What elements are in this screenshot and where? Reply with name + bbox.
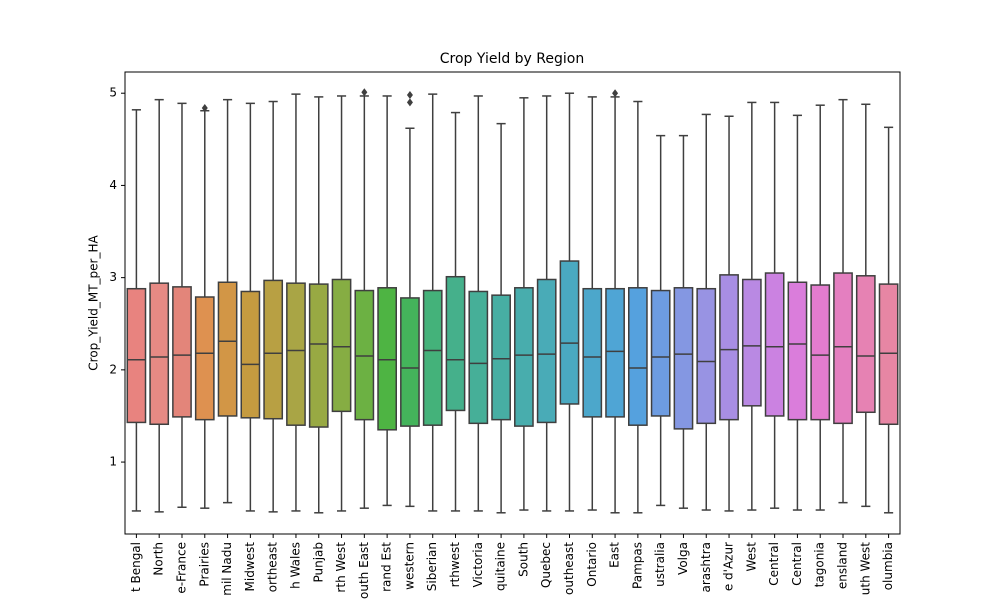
x-tick-label: Volga — [676, 542, 690, 575]
box — [126, 287, 147, 424]
x-tick-label: ensland — [836, 542, 850, 589]
x-tick-label: western — [402, 542, 416, 590]
box — [536, 278, 557, 424]
y-tick-label: 2 — [109, 362, 117, 376]
y-axis-label: Crop_Yield_MT_per_HA — [87, 235, 101, 371]
x-tick-label: rthwest — [448, 542, 462, 588]
outlier — [612, 89, 619, 98]
x-tick-label: Quebec — [539, 542, 553, 588]
x-tick-label: h Wales — [288, 542, 302, 589]
box — [217, 281, 238, 417]
box — [240, 290, 261, 419]
box — [422, 289, 443, 426]
x-tick-label: outh East — [357, 542, 371, 599]
x-tick-label: rth West — [334, 542, 348, 593]
chart-title: Crop Yield by Region — [440, 51, 584, 67]
box — [628, 287, 648, 426]
box — [650, 289, 671, 417]
y-tick-label: 4 — [109, 178, 117, 192]
x-tick-label: e-France — [174, 542, 188, 594]
box — [400, 297, 420, 427]
x-tick-label: ortheast — [266, 542, 280, 593]
x-tick-label: quitaine — [494, 542, 508, 591]
y-tick-label: 5 — [109, 86, 117, 100]
x-tick-label: Victoria — [471, 542, 485, 588]
box — [582, 287, 603, 418]
box — [855, 275, 876, 414]
box — [696, 287, 717, 425]
x-tick-label: East — [608, 542, 622, 568]
box — [468, 290, 489, 425]
box — [810, 284, 831, 421]
x-tick-label: t Bengal — [129, 542, 143, 592]
x-tick-label: West — [744, 542, 758, 572]
x-tick-label: Punjab — [311, 542, 325, 583]
box — [286, 282, 306, 426]
box — [172, 286, 192, 418]
box — [719, 274, 739, 421]
x-tick-label: ustralia — [653, 542, 667, 587]
box — [354, 289, 375, 421]
x-tick-label: Ontario — [585, 542, 599, 587]
x-tick-label: e d'Azur — [722, 542, 736, 591]
y-tick-label: 3 — [109, 270, 117, 284]
box — [491, 294, 511, 421]
box — [673, 287, 694, 430]
plot-frame — [124, 71, 901, 535]
box — [559, 260, 580, 405]
x-tick-label: mil Nadu — [220, 542, 234, 596]
outlier — [201, 103, 208, 112]
outlier — [406, 98, 413, 107]
x-tick-label: Central — [767, 542, 781, 586]
box — [308, 283, 329, 428]
outlier — [361, 88, 368, 97]
x-tick-label: Central — [790, 542, 804, 586]
box — [263, 279, 284, 420]
box — [149, 282, 170, 426]
box — [741, 278, 762, 407]
x-tick-label: tagonia — [813, 542, 827, 587]
x-tick-label: olumbia — [881, 542, 895, 590]
box — [377, 287, 398, 431]
x-tick-label: North — [152, 542, 166, 576]
x-tick-label: arashtra — [699, 542, 713, 593]
box — [764, 272, 785, 417]
box — [194, 296, 215, 421]
x-tick-label: outheast — [562, 542, 576, 595]
box — [605, 287, 625, 418]
box — [878, 283, 899, 426]
box — [787, 281, 808, 421]
x-tick-label: uth West — [858, 542, 872, 596]
box — [331, 278, 352, 413]
y-tick-label: 1 — [109, 455, 117, 469]
box — [833, 272, 853, 425]
x-tick-label: Pampas — [630, 542, 644, 589]
x-tick-label: Prairies — [197, 542, 211, 587]
x-tick-label: rand Est — [380, 542, 394, 592]
outlier — [406, 91, 413, 100]
x-tick-label: Siberian — [425, 542, 439, 591]
box — [445, 275, 466, 412]
x-tick-label: South — [516, 542, 530, 577]
box — [514, 287, 534, 427]
x-tick-label: Midwest — [243, 542, 257, 592]
